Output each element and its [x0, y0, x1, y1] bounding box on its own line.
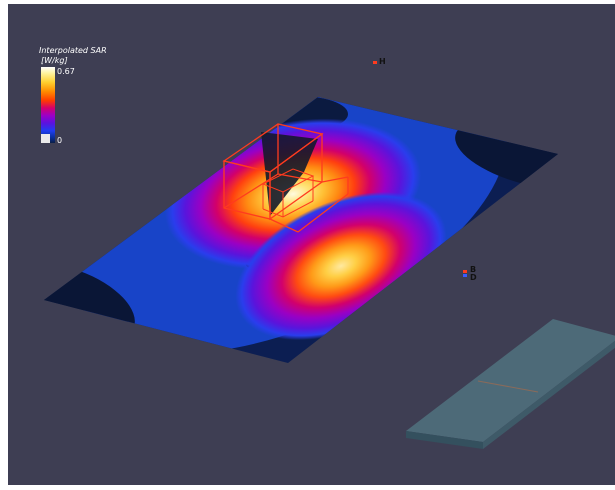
cube-shadow [261, 132, 318, 216]
3d-viewport[interactable]: Interpolated SAR [W/kg] 0.67 0 H B D [8, 4, 615, 485]
probe-axis-icon [463, 270, 467, 273]
legend-min-value: 0 [57, 136, 63, 145]
probe-label-h: H [379, 57, 386, 66]
wireframe-cube[interactable] [222, 123, 349, 233]
probe-axis-icon [463, 274, 467, 277]
probe-label-b: B [470, 265, 477, 274]
legend-title: Interpolated SAR [39, 46, 107, 55]
probe-label-d: D [470, 273, 477, 282]
colorbar-icon [41, 67, 55, 143]
legend-unit: [W/kg] [41, 56, 68, 65]
phantom-plate[interactable] [406, 319, 615, 449]
legend-max-value: 0.67 [57, 67, 75, 76]
colorbar-min-cap [41, 134, 50, 143]
sar-scene[interactable] [8, 4, 615, 485]
probe-axis-icon [373, 61, 377, 64]
